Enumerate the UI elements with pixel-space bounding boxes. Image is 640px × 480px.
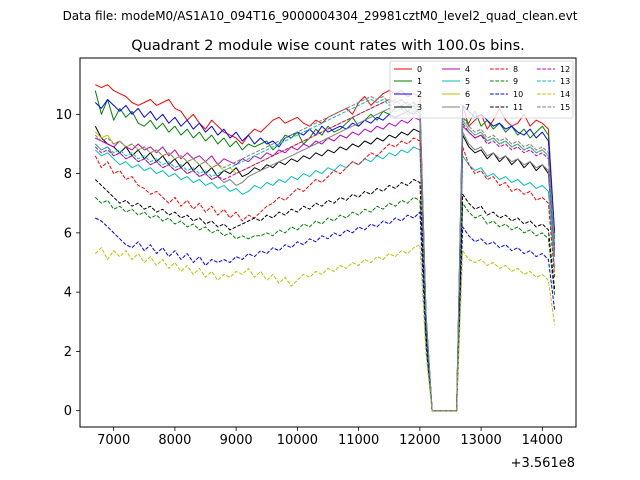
legend-label-0: 0 <box>417 65 422 74</box>
legend-frame <box>389 60 574 119</box>
series-line-8 <box>94 137 556 412</box>
legend-label-9: 9 <box>513 77 518 86</box>
series-line-14 <box>94 244 556 412</box>
series-line-5 <box>94 146 556 412</box>
x-axis: 7000 8000 9000 10000 11000 12000 13000 14000 <box>97 427 563 448</box>
y-tick-label: 2 <box>64 345 72 360</box>
y-tick-label: 0 <box>64 404 72 419</box>
x-tick-label: 13000 <box>460 433 501 448</box>
x-tick-label: 7000 <box>97 433 130 448</box>
legend-label-13: 13 <box>560 77 570 86</box>
series-line-11 <box>94 179 556 412</box>
legend-label-8: 8 <box>513 65 518 74</box>
plot-frame <box>79 57 577 428</box>
legend-label-7: 7 <box>465 103 470 112</box>
y-tick-label: 6 <box>64 226 72 241</box>
legend-label-5: 5 <box>465 77 470 86</box>
x-tick-label: 11000 <box>338 433 379 448</box>
legend-label-2: 2 <box>417 90 422 99</box>
x-tick-label: 8000 <box>158 433 191 448</box>
series-line-13 <box>94 99 556 412</box>
chart-title: Quadrant 2 module wise count rates with … <box>131 38 525 54</box>
figure-supertitle: Data file: modeM0/AS1A10_094T16_90000043… <box>63 9 578 23</box>
y-tick-label: 8 <box>64 167 72 182</box>
x-tick-label: 9000 <box>220 433 253 448</box>
series-layer <box>94 84 556 412</box>
x-axis-offset-label: +3.561e8 <box>511 456 575 471</box>
plot-area <box>79 57 577 428</box>
legend-label-15: 15 <box>560 103 570 112</box>
x-tick-label: 12000 <box>399 433 440 448</box>
legend-label-10: 10 <box>513 90 523 99</box>
x-tick-label: 10000 <box>277 433 318 448</box>
legend-label-14: 14 <box>560 90 570 99</box>
series-line-9 <box>94 196 556 412</box>
legend-label-11: 11 <box>513 103 523 112</box>
y-axis: 0 2 4 6 8 10 <box>55 108 80 419</box>
legend-label-12: 12 <box>560 65 570 74</box>
y-tick-label: 10 <box>55 108 72 123</box>
legend-label-1: 1 <box>417 77 422 86</box>
series-line-15 <box>94 96 556 412</box>
legend-label-4: 4 <box>465 65 470 74</box>
series-line-12 <box>94 99 556 412</box>
legend-label-6: 6 <box>465 90 470 99</box>
series-line-3 <box>94 125 556 412</box>
x-tick-label: 14000 <box>522 433 563 448</box>
y-tick-label: 4 <box>64 286 72 301</box>
series-line-10 <box>95 211 556 412</box>
legend-label-3: 3 <box>417 103 422 112</box>
